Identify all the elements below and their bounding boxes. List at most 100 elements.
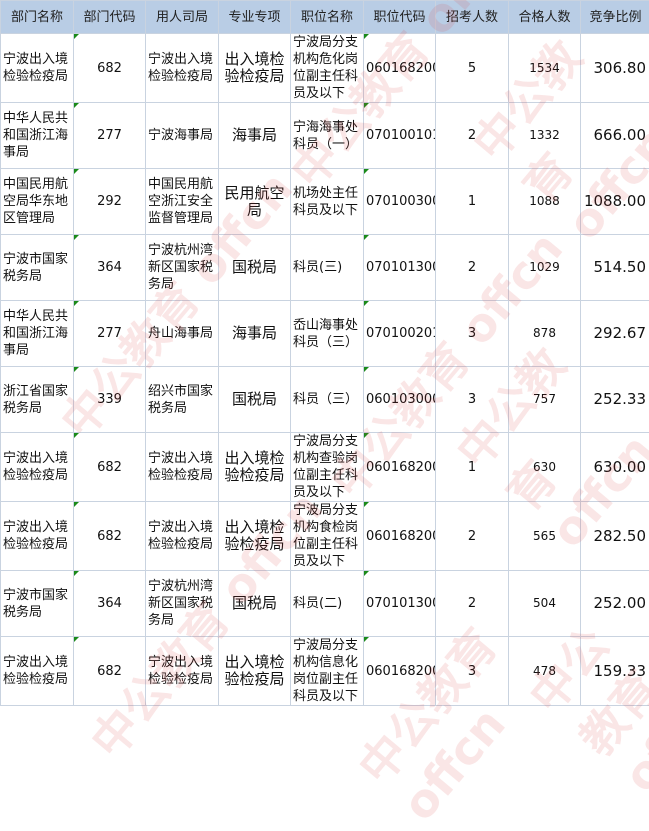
cell-recruit-count[interactable]: 1 [436,169,509,235]
cell-position-name[interactable]: 科员(二) [291,571,364,637]
cell-bureau[interactable]: 绍兴市国家税务局 [146,367,219,433]
cell-position-name[interactable]: 岙山海事处科员（三） [291,301,364,367]
header-dept-code[interactable]: 部门代码 [74,1,146,34]
cell-specialty[interactable]: 国税局 [219,571,291,637]
cell-bureau[interactable]: 宁波海事局 [146,103,219,169]
cell-bureau[interactable]: 宁波出入境检验检疫局 [146,502,219,571]
cell-position-name[interactable]: 宁波局分支机构信息化岗位副主任科员及以下 [291,637,364,706]
cell-competition-ratio[interactable]: 630.00 [581,433,649,502]
cell-qualified-count[interactable]: 504 [509,571,581,637]
cell-position-code[interactable]: 0701001012 [364,103,436,169]
cell-competition-ratio[interactable]: 306.80 [581,34,649,103]
cell-competition-ratio[interactable]: 666.00 [581,103,649,169]
cell-dept-code[interactable]: 364 [74,571,146,637]
cell-position-code[interactable]: 0601682005 [364,34,436,103]
cell-dept-name[interactable]: 宁波市国家税务局 [1,235,74,301]
header-position-code[interactable]: 职位代码 [364,1,436,34]
cell-competition-ratio[interactable]: 292.67 [581,301,649,367]
cell-dept-code[interactable]: 682 [74,637,146,706]
cell-recruit-count[interactable]: 3 [436,637,509,706]
cell-bureau[interactable]: 宁波杭州湾新区国家税务局 [146,235,219,301]
cell-position-code[interactable]: 0601682006 [364,502,436,571]
cell-recruit-count[interactable]: 2 [436,571,509,637]
cell-competition-ratio[interactable]: 514.50 [581,235,649,301]
cell-qualified-count[interactable]: 757 [509,367,581,433]
cell-dept-code[interactable]: 339 [74,367,146,433]
header-specialty[interactable]: 专业专项 [219,1,291,34]
cell-position-code[interactable]: 0601682008 [364,637,436,706]
cell-recruit-count[interactable]: 2 [436,235,509,301]
header-recruit-count[interactable]: 招考人数 [436,1,509,34]
cell-position-name[interactable]: 机场处主任科员及以下 [291,169,364,235]
cell-dept-code[interactable]: 682 [74,34,146,103]
cell-recruit-count[interactable]: 5 [436,34,509,103]
cell-qualified-count[interactable]: 565 [509,502,581,571]
header-competition-ratio[interactable]: 竞争比例 [581,1,649,34]
cell-dept-name[interactable]: 宁波出入境检验检疫局 [1,637,74,706]
cell-dept-name[interactable]: 中华人民共和国浙江海事局 [1,301,74,367]
cell-qualified-count[interactable]: 1088 [509,169,581,235]
cell-specialty[interactable]: 国税局 [219,235,291,301]
cell-specialty[interactable]: 出入境检验检疫局 [219,34,291,103]
cell-position-name[interactable]: 宁波局分支机构食检岗位副主任科员及以下 [291,502,364,571]
cell-competition-ratio[interactable]: 282.50 [581,502,649,571]
cell-dept-code[interactable]: 277 [74,301,146,367]
cell-bureau[interactable]: 舟山海事局 [146,301,219,367]
header-bureau[interactable]: 用人司局 [146,1,219,34]
cell-position-name[interactable]: 宁海海事处科员（一） [291,103,364,169]
cell-competition-ratio[interactable]: 252.00 [581,571,649,637]
cell-qualified-count[interactable]: 1332 [509,103,581,169]
cell-specialty[interactable]: 海事局 [219,103,291,169]
cell-bureau[interactable]: 宁波出入境检验检疫局 [146,637,219,706]
cell-qualified-count[interactable]: 1029 [509,235,581,301]
cell-position-name[interactable]: 科员（三） [291,367,364,433]
cell-dept-name[interactable]: 中华人民共和国浙江海事局 [1,103,74,169]
cell-qualified-count[interactable]: 1534 [509,34,581,103]
cell-competition-ratio[interactable]: 1088.00 [581,169,649,235]
cell-specialty[interactable]: 国税局 [219,367,291,433]
cell-position-code[interactable]: 0701013003 [364,235,436,301]
cell-position-name[interactable]: 科员(三) [291,235,364,301]
cell-specialty[interactable]: 海事局 [219,301,291,367]
cell-dept-code[interactable]: 277 [74,103,146,169]
cell-dept-code[interactable]: 682 [74,502,146,571]
cell-specialty[interactable]: 出入境检验检疫局 [219,637,291,706]
cell-specialty[interactable]: 出入境检验检疫局 [219,502,291,571]
cell-position-code[interactable]: 0701002014 [364,301,436,367]
cell-dept-name[interactable]: 宁波出入境检验检疫局 [1,433,74,502]
cell-position-code[interactable]: 0601682004 [364,433,436,502]
cell-recruit-count[interactable]: 3 [436,301,509,367]
cell-dept-code[interactable]: 364 [74,235,146,301]
cell-position-code[interactable]: 0701013002 [364,571,436,637]
cell-qualified-count[interactable]: 478 [509,637,581,706]
header-row: 部门名称部门代码用人司局专业专项职位名称职位代码招考人数合格人数竞争比例 [1,1,649,34]
cell-competition-ratio[interactable]: 159.33 [581,637,649,706]
cell-dept-name[interactable]: 宁波出入境检验检疫局 [1,34,74,103]
cell-recruit-count[interactable]: 2 [436,103,509,169]
header-qualified-count[interactable]: 合格人数 [509,1,581,34]
cell-bureau[interactable]: 宁波杭州湾新区国家税务局 [146,571,219,637]
cell-qualified-count[interactable]: 878 [509,301,581,367]
cell-dept-name[interactable]: 宁波出入境检验检疫局 [1,502,74,571]
cell-position-code[interactable]: 0601030003 [364,367,436,433]
cell-dept-name[interactable]: 宁波市国家税务局 [1,571,74,637]
cell-specialty[interactable]: 出入境检验检疫局 [219,433,291,502]
cell-position-name[interactable]: 宁波局分支机构危化岗位副主任科员及以下 [291,34,364,103]
cell-recruit-count[interactable]: 2 [436,502,509,571]
cell-position-name[interactable]: 宁波局分支机构查验岗位副主任科员及以下 [291,433,364,502]
cell-dept-name[interactable]: 中国民用航空局华东地区管理局 [1,169,74,235]
cell-recruit-count[interactable]: 1 [436,433,509,502]
cell-position-code[interactable]: 0701003003 [364,169,436,235]
header-dept-name[interactable]: 部门名称 [1,1,74,34]
cell-bureau[interactable]: 宁波出入境检验检疫局 [146,433,219,502]
cell-specialty[interactable]: 民用航空局 [219,169,291,235]
cell-bureau[interactable]: 中国民用航空浙江安全监督管理局 [146,169,219,235]
cell-dept-code[interactable]: 682 [74,433,146,502]
cell-dept-code[interactable]: 292 [74,169,146,235]
cell-bureau[interactable]: 宁波出入境检验检疫局 [146,34,219,103]
cell-dept-name[interactable]: 浙江省国家税务局 [1,367,74,433]
cell-competition-ratio[interactable]: 252.33 [581,367,649,433]
header-position-name[interactable]: 职位名称 [291,1,364,34]
cell-qualified-count[interactable]: 630 [509,433,581,502]
cell-recruit-count[interactable]: 3 [436,367,509,433]
